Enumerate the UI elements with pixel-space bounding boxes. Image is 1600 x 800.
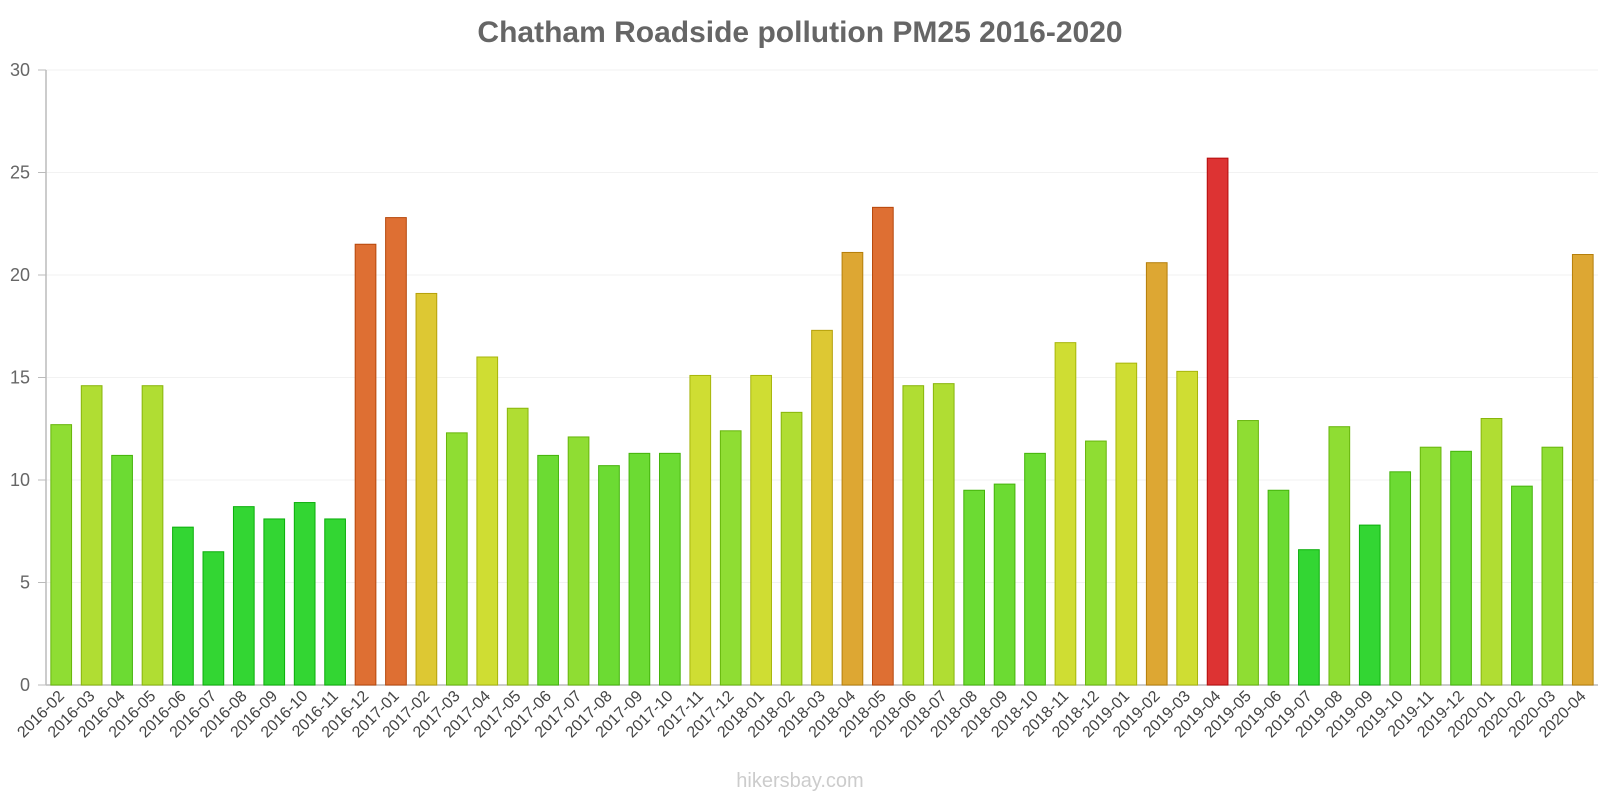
- bar: [841, 251, 864, 686]
- y-tick-label: 25: [10, 163, 30, 183]
- bar: [1298, 549, 1320, 686]
- bar: [902, 385, 925, 686]
- bar: [1237, 420, 1259, 686]
- bar: [506, 407, 529, 686]
- bar: [1054, 342, 1077, 686]
- y-tick-label: 15: [10, 368, 30, 388]
- bar: [628, 452, 651, 686]
- bar: [872, 206, 894, 686]
- bar: [567, 436, 590, 686]
- bar: [1419, 446, 1442, 686]
- bar: [811, 329, 833, 686]
- bar: [50, 424, 73, 686]
- chart-title: Chatham Roadside pollution PM25 2016-202…: [477, 16, 1123, 49]
- bar: [1145, 262, 1168, 686]
- bar: [80, 385, 103, 686]
- bar: [1328, 426, 1351, 686]
- bar: [963, 489, 986, 686]
- y-tick-label: 20: [10, 265, 30, 285]
- bar: [537, 454, 559, 686]
- bar: [1115, 362, 1138, 686]
- y-tick-label: 10: [10, 470, 30, 490]
- bar: [993, 483, 1016, 686]
- bar: [415, 292, 438, 686]
- bar: [750, 374, 772, 686]
- bar: [141, 385, 164, 686]
- bar: [719, 430, 742, 686]
- bar: [1267, 489, 1290, 686]
- bar: [1541, 446, 1564, 686]
- bar: [324, 518, 346, 686]
- bar: [658, 452, 681, 686]
- bar: [385, 217, 407, 686]
- bar: [1480, 418, 1503, 686]
- bar: [1389, 471, 1412, 686]
- bar: [1024, 452, 1046, 686]
- bar: [598, 465, 620, 686]
- y-tick-label: 0: [20, 675, 30, 695]
- bar: [1511, 485, 1533, 686]
- bar: [932, 383, 955, 686]
- bar: [476, 356, 499, 686]
- y-tick-label: 30: [10, 60, 30, 80]
- bar: [232, 506, 255, 686]
- bar: [172, 526, 194, 686]
- y-tick-label: 5: [20, 573, 30, 593]
- bar: [354, 243, 377, 686]
- bar: [111, 454, 133, 686]
- bar: [1571, 254, 1594, 686]
- bar: [780, 411, 803, 686]
- bar: [263, 518, 286, 686]
- bar: [1450, 450, 1472, 686]
- bar: [1176, 370, 1199, 686]
- bar: [445, 432, 468, 686]
- bar: [689, 374, 712, 686]
- bar: [1358, 524, 1381, 686]
- watermark: hikersbay.com: [736, 770, 864, 792]
- bar: [293, 502, 316, 686]
- bar: [202, 551, 225, 686]
- bar: [1085, 440, 1107, 686]
- bar: [1206, 157, 1229, 686]
